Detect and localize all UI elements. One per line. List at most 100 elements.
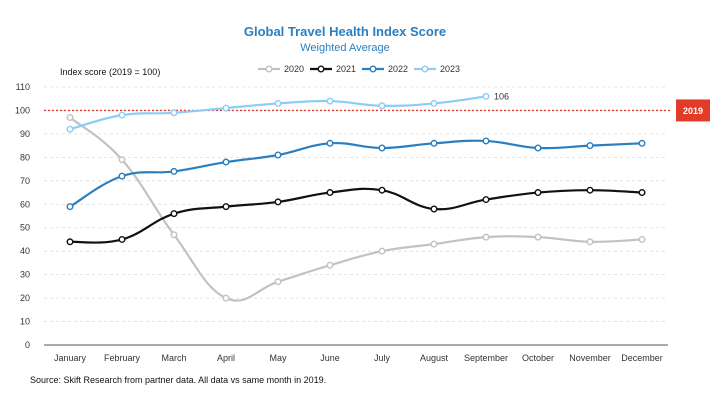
y-tick-label: 40 — [20, 246, 30, 256]
grid-lines — [44, 86, 668, 346]
y-tick-label: 20 — [20, 293, 30, 303]
data-point-2021 — [222, 203, 230, 211]
data-label: 106 — [494, 91, 509, 101]
data-point-2020 — [326, 261, 334, 269]
data-point-2023 — [66, 125, 74, 133]
legend-label: 2020 — [284, 64, 304, 74]
data-point-2021 — [430, 205, 438, 213]
data-point-2022 — [534, 144, 542, 152]
data-point-2022 — [274, 151, 282, 159]
data-point-2023 — [430, 99, 438, 107]
x-tick-label: July — [374, 353, 391, 363]
y-tick-label: 90 — [20, 129, 30, 139]
y-tick-label: 10 — [20, 317, 30, 327]
legend-label: 2021 — [336, 64, 356, 74]
data-point-2022 — [482, 137, 490, 145]
data-point-2021 — [274, 198, 282, 206]
series-2022 — [66, 137, 646, 211]
source-note: Source: Skift Research from partner data… — [30, 375, 326, 385]
data-point-2022 — [118, 172, 126, 180]
series-line-2021 — [69, 187, 643, 244]
y-tick-label: 30 — [20, 270, 30, 280]
data-point-2020 — [66, 113, 74, 121]
data-point-2022 — [326, 139, 334, 147]
y-tick-label: 60 — [20, 199, 30, 209]
data-point-2021 — [482, 196, 490, 204]
series-2020 — [66, 113, 646, 302]
data-point-2023 — [482, 92, 490, 100]
data-point-2021 — [534, 189, 542, 197]
y-tick-label: 70 — [20, 176, 30, 186]
data-point-2020 — [378, 247, 386, 255]
annotations: 106 — [494, 91, 509, 101]
data-point-2022 — [638, 139, 646, 147]
data-point-2020 — [430, 240, 438, 248]
data-point-2022 — [430, 139, 438, 147]
y-tick-label: 0 — [25, 340, 30, 350]
data-point-2022 — [222, 158, 230, 166]
data-point-2022 — [66, 203, 74, 211]
axis-labels: 0 10 20 30 40 50 60 70 80 90 100 110 January February… — [15, 82, 663, 363]
x-tick-label: February — [104, 353, 141, 363]
data-point-2023 — [274, 99, 282, 107]
legend-swatch-marker — [369, 65, 377, 73]
data-point-2020 — [482, 233, 490, 241]
x-tick-label: June — [320, 353, 340, 363]
x-tick-label: May — [269, 353, 287, 363]
legend: 2020 2021 2022 2023 — [258, 64, 460, 74]
y-tick-label: 50 — [20, 223, 30, 233]
data-point-2020 — [118, 156, 126, 164]
data-point-2021 — [586, 186, 594, 194]
legend-item-2022: 2022 — [362, 64, 408, 74]
x-tick-label: April — [217, 353, 235, 363]
legend-item-2023: 2023 — [414, 64, 460, 74]
series-2021 — [66, 186, 646, 246]
series-lines — [66, 92, 646, 302]
data-point-2023 — [326, 97, 334, 105]
legend-swatch-marker — [317, 65, 325, 73]
data-point-2023 — [222, 104, 230, 112]
legend-label: 2022 — [388, 64, 408, 74]
y-axis-label: Index score (2019 = 100) — [60, 67, 160, 77]
legend-item-2021: 2021 — [310, 64, 356, 74]
data-point-2021 — [170, 210, 178, 218]
data-point-2021 — [118, 235, 126, 243]
legend-item-2020: 2020 — [258, 64, 304, 74]
data-point-2021 — [378, 186, 386, 194]
y-tick-label: 100 — [15, 105, 30, 115]
data-point-2020 — [586, 238, 594, 246]
chart-subtitle: Weighted Average — [300, 42, 390, 54]
reference-badge-label: 2019 — [683, 106, 703, 116]
y-tick-label: 110 — [16, 82, 30, 92]
data-point-2020 — [638, 235, 646, 243]
data-point-2020 — [274, 278, 282, 286]
data-point-2023 — [170, 109, 178, 117]
chart-title: Global Travel Health Index Score — [244, 24, 446, 39]
series-line-2022 — [69, 139, 643, 208]
x-tick-label: August — [420, 353, 449, 363]
reference-line-group: 2019 — [44, 99, 710, 122]
data-point-2022 — [378, 144, 386, 152]
x-tick-label: January — [54, 353, 87, 363]
x-tick-label: November — [569, 353, 611, 363]
data-point-2023 — [378, 102, 386, 110]
data-point-2023 — [118, 111, 126, 119]
series-2023 — [66, 92, 490, 133]
x-tick-label: December — [621, 353, 663, 363]
data-point-2022 — [170, 167, 178, 175]
data-point-2020 — [534, 233, 542, 241]
x-tick-label: September — [464, 353, 508, 363]
data-point-2020 — [170, 231, 178, 239]
x-tick-label: March — [161, 353, 186, 363]
legend-swatch-marker — [265, 65, 273, 73]
legend-swatch-marker — [421, 65, 429, 73]
x-tick-label: October — [522, 353, 554, 363]
data-point-2021 — [326, 189, 334, 197]
data-point-2021 — [638, 189, 646, 197]
y-tick-label: 80 — [20, 152, 30, 162]
data-point-2020 — [222, 294, 230, 302]
reference-badge — [676, 99, 710, 122]
legend-label: 2023 — [440, 64, 460, 74]
